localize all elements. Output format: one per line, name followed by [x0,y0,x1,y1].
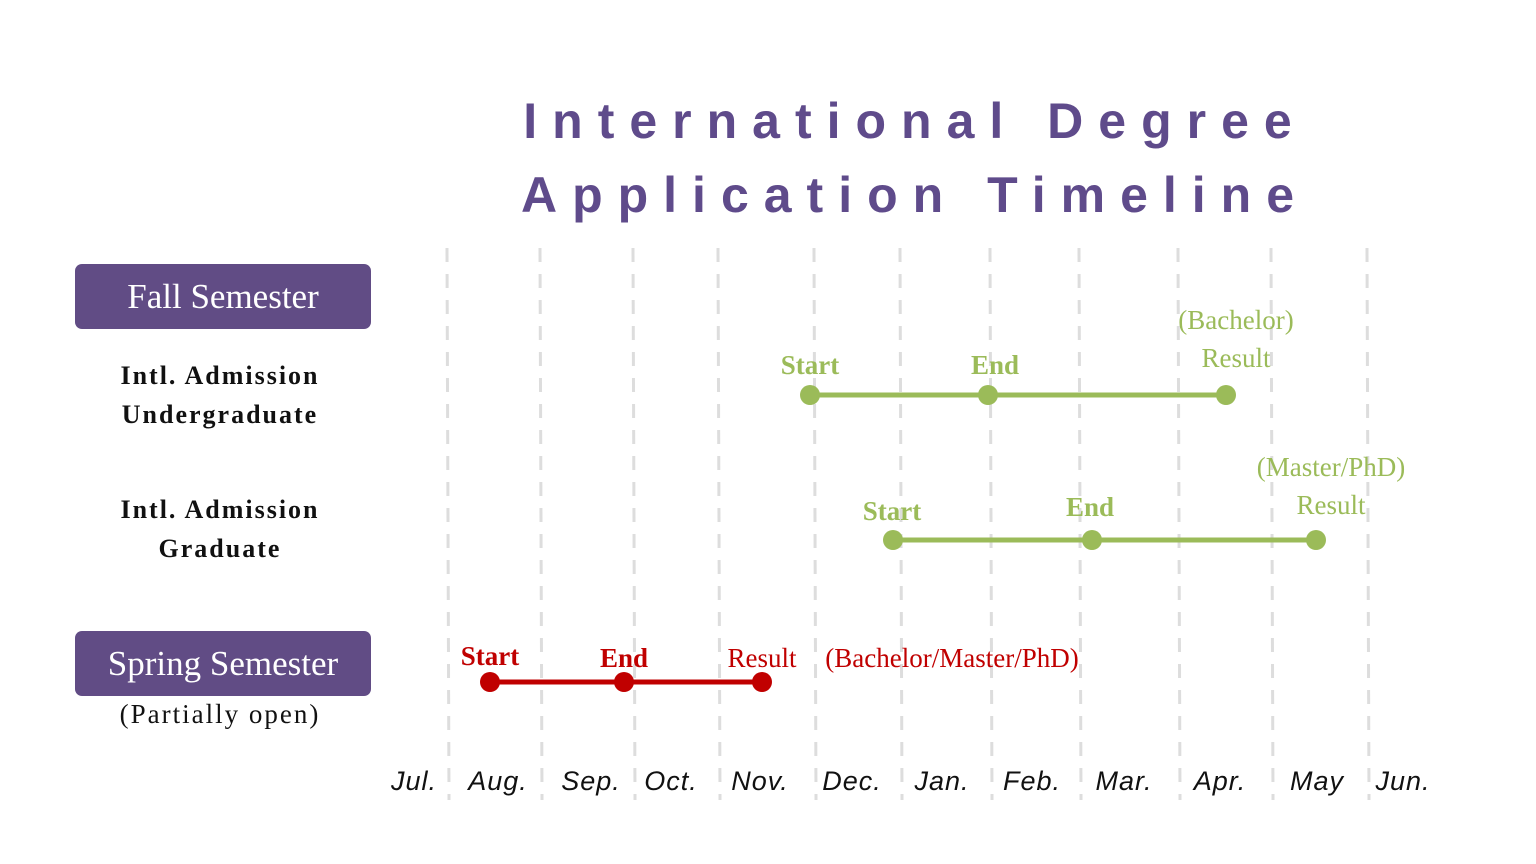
spring-semester-badge: Spring Semester [75,631,371,696]
month-label: Nov. [731,766,789,796]
month-label: Feb. [1002,766,1062,796]
spring-start-dot [480,672,500,692]
month-gridline [538,247,544,801]
month-gridline [812,247,818,801]
spring-result-label: Result [727,643,797,673]
graduate-label-line1: Intl. Admission [120,495,320,524]
spring-result-dot [752,672,772,692]
month-label: May [1289,766,1345,796]
graduate-result-dot [1306,530,1326,550]
undergrad-label-line2: Undergraduate [121,400,319,429]
graduate-end-label: End [1065,492,1115,522]
month-label: Mar. [1095,766,1153,796]
month-label: Jun. [1375,766,1431,796]
month-gridline [445,247,451,801]
month-label: Sep. [561,766,621,796]
month-gridline [988,247,994,801]
undergrad-result-note: (Bachelor) [1178,305,1294,335]
fall-semester-badge: Fall Semester [75,264,371,329]
month-gridline [1077,247,1083,801]
graduate-result-note: (Master/PhD) [1256,452,1406,482]
undergrad-end-label: End [970,350,1020,380]
spring-note: (Partially open) [119,699,321,729]
title-line-2: Application Timeline [520,167,1310,223]
spring-end-dot [614,672,634,692]
month-label: Oct. [644,766,698,796]
spring-start-label: Start [460,641,520,671]
undergrad-result-dot [1216,385,1236,405]
graduate-row-label: Intl. Admission Graduate [60,490,380,568]
title-line-1: International Degree [523,93,1307,149]
graduate-result-label: Result [1296,490,1366,520]
graduate-end-dot [1082,530,1102,550]
month-gridline [1365,247,1371,801]
undergrad-row-label: Intl. Admission Undergraduate [60,356,380,434]
undergrad-label-line1: Intl. Admission [120,361,320,390]
graduate-label-line2: Graduate [158,534,282,563]
month-label: Jan. [914,766,970,796]
undergrad-result-label: Result [1201,343,1271,373]
month-gridline [716,247,722,801]
spring-end-label: End [599,643,649,673]
undergrad-end-dot [978,385,998,405]
month-gridline [631,247,637,801]
month-label: Jul. [390,766,438,796]
month-label: Apr. [1193,766,1247,796]
graduate-start-label: Start [862,496,922,526]
undergrad-start-label: Start [780,350,840,380]
month-label: Aug. [468,766,528,796]
graduate-start-dot [883,530,903,550]
spring-result-note: (Bachelor/Master/PhD) [825,643,1079,673]
month-label: Dec. [822,766,882,796]
undergrad-start-dot [800,385,820,405]
